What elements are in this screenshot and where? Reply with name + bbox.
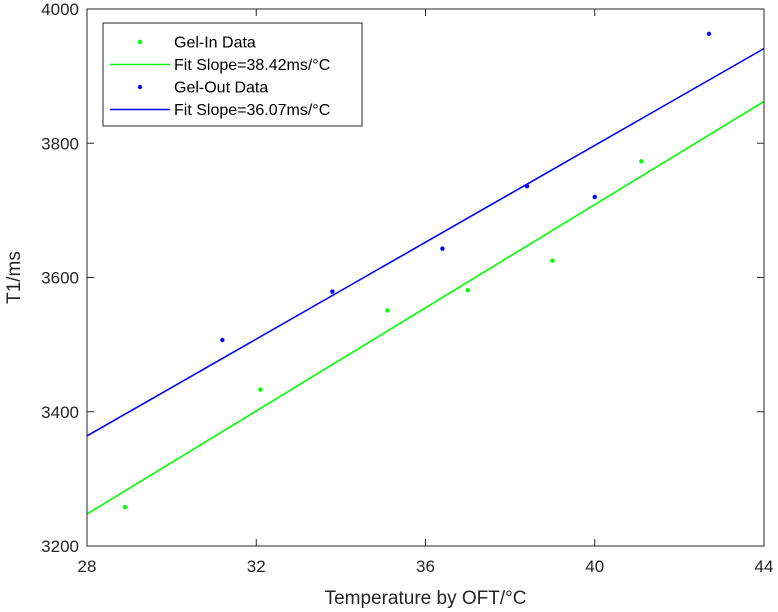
data-point-gel-out-data <box>524 184 530 189</box>
y-tick-label: 3400 <box>41 403 79 422</box>
y-tick-label: 4000 <box>41 0 79 19</box>
fit-line-fit-slope-36-07ms-c <box>87 47 764 437</box>
y-tick-label: 3800 <box>41 134 79 153</box>
x-axis-label: Temperature by OFT/°C <box>325 588 527 609</box>
data-point-gel-in-data <box>639 159 644 164</box>
x-tick-label: 44 <box>755 557 774 576</box>
legend-marker-gel-out-data <box>137 84 143 90</box>
plot-series <box>87 31 764 515</box>
x-tick-label: 36 <box>416 557 435 576</box>
x-tick-label: 40 <box>585 557 604 576</box>
legend: Gel-In Data Fit Slope=38.42ms/°C Gel-Out D… <box>102 22 363 127</box>
fit-line-fit-slope-38-42ms-c <box>87 100 764 515</box>
legend-label: Gel-In Data <box>174 35 256 52</box>
legend-label: Gel-Out Data <box>174 80 268 97</box>
data-point-gel-in-data <box>258 387 263 392</box>
x-tick-label: 32 <box>247 557 266 576</box>
series-layer <box>87 31 764 515</box>
data-point-gel-out-data <box>220 337 225 343</box>
data-point-gel-in-data <box>465 288 471 293</box>
legend-label: Fit Slope=36.07ms/°C <box>174 102 330 119</box>
data-point-gel-in-data <box>550 258 555 263</box>
data-point-gel-in-data <box>122 504 128 510</box>
y-tick-label: 3600 <box>41 269 79 288</box>
y-tick-label: 3200 <box>41 537 79 556</box>
legend-label: Fit Slope=38.42ms/°C <box>174 57 330 74</box>
y-axis-label: T1/ms <box>4 251 25 304</box>
data-point-gel-out-data <box>440 246 445 251</box>
data-point-gel-in-data <box>385 308 390 313</box>
data-point-gel-out-data <box>592 194 597 200</box>
x-tick-label: 28 <box>78 557 97 576</box>
data-point-gel-out-data <box>706 31 712 37</box>
data-point-gel-out-data <box>330 289 335 294</box>
tick-layer: 28 32 36 40 44 3200 3400 3600 3800 4000 <box>41 0 773 576</box>
legend-marker-gel-in-data <box>137 39 143 45</box>
